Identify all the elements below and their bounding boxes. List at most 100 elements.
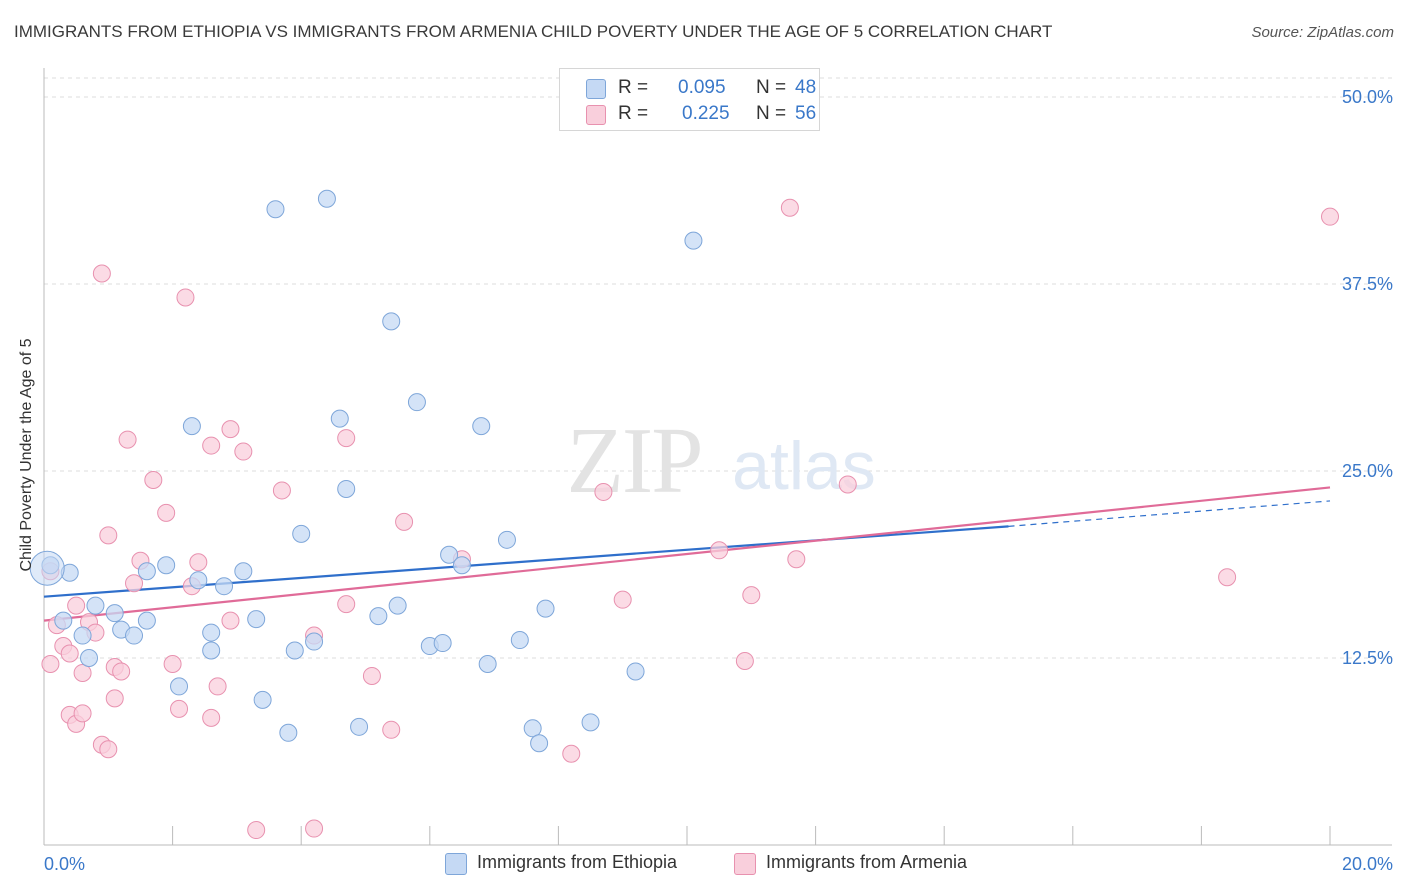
data-point-ethiopia	[279, 723, 298, 742]
watermark: ZIP atlas	[567, 409, 876, 513]
data-point-armenia	[1218, 568, 1237, 587]
data-point-armenia	[92, 264, 111, 283]
data-point-armenia	[780, 198, 799, 217]
data-point-ethiopia	[510, 631, 529, 650]
data-point-armenia	[838, 475, 857, 494]
data-point-ethiopia	[137, 611, 156, 630]
data-point-ethiopia	[369, 607, 388, 626]
data-point-ethiopia	[536, 599, 555, 618]
legend-n-label: N =	[756, 77, 787, 98]
data-point-ethiopia	[388, 596, 407, 615]
data-point-ethiopia	[581, 713, 600, 732]
data-point-armenia	[221, 611, 240, 630]
data-point-ethiopia	[285, 641, 304, 660]
data-point-armenia	[710, 541, 729, 560]
data-point-armenia	[382, 720, 401, 739]
data-point-armenia	[67, 596, 86, 615]
data-point-ethiopia	[626, 662, 645, 681]
data-point-armenia	[99, 526, 118, 545]
data-point-ethiopia	[73, 626, 92, 645]
data-point-armenia	[337, 429, 356, 448]
legend-box: R = 0.095 N = 48 R = 0.225 N = 56	[559, 68, 820, 131]
legend-n-value: 48	[795, 77, 817, 98]
data-point-armenia	[221, 420, 240, 439]
data-point-armenia	[157, 503, 176, 522]
data-point-armenia	[787, 550, 806, 569]
data-point-ethiopia	[472, 417, 491, 436]
data-point-ethiopia	[478, 654, 497, 673]
data-point-armenia	[176, 288, 195, 307]
data-point-ethiopia	[330, 409, 349, 428]
watermark-zip: ZIP	[567, 409, 702, 513]
data-point-armenia	[170, 699, 189, 718]
data-point-armenia	[735, 651, 754, 670]
data-point-ethiopia	[407, 393, 426, 412]
data-point-armenia	[99, 740, 118, 759]
trend-line-armenia	[43, 486, 1331, 622]
data-point-ethiopia	[452, 556, 471, 575]
chart-title: IMMIGRANTS FROM ETHIOPIA VS IMMIGRANTS F…	[14, 22, 1053, 41]
legend-r-label: R =	[618, 77, 649, 98]
data-point-armenia	[247, 821, 266, 840]
data-point-armenia	[208, 677, 227, 696]
axes	[43, 68, 1392, 846]
data-point-ethiopia	[105, 604, 124, 623]
data-point-armenia	[105, 689, 124, 708]
trend-line-ethiopia-extension	[1008, 500, 1331, 527]
data-point-ethiopia	[253, 690, 272, 709]
data-point-ethiopia	[440, 545, 459, 564]
source-label: Source: ZipAtlas.com	[1251, 24, 1394, 41]
data-point-armenia	[73, 663, 92, 682]
data-point-ethiopia	[317, 189, 336, 208]
y-axis-label: Child Poverty Under the Age of 5	[18, 338, 35, 572]
data-point-ethiopia	[234, 562, 253, 581]
bottom-legend-swatch-ethiopia	[445, 853, 467, 875]
data-point-armenia	[73, 704, 92, 723]
data-point-armenia	[41, 654, 60, 673]
data-point-armenia	[337, 595, 356, 614]
data-point-armenia	[202, 708, 221, 727]
legend-n-label: N =	[756, 103, 787, 124]
data-point-ethiopia	[247, 610, 266, 629]
legend-r-label: R =	[618, 103, 649, 124]
data-point-ethiopia	[305, 632, 324, 651]
data-point-ethiopia	[292, 524, 311, 543]
data-point-ethiopia	[497, 530, 516, 549]
legend-swatch-ethiopia	[586, 79, 606, 99]
data-point-ethiopia	[189, 571, 208, 590]
data-point-armenia	[613, 590, 632, 609]
legend-r-value: 0.095	[678, 77, 726, 98]
data-point-armenia	[234, 442, 253, 461]
data-point-ethiopia	[433, 634, 452, 653]
data-point-ethiopia	[80, 649, 99, 667]
legend-swatch-armenia	[586, 105, 606, 125]
data-point-armenia	[118, 430, 137, 449]
tick-labels: 12.5% 25.0% 37.5% 50.0% 0.0% 20.0%	[44, 87, 1393, 874]
data-points	[29, 189, 1339, 840]
watermark-atlas: atlas	[732, 428, 876, 504]
data-point-armenia	[125, 574, 144, 593]
data-point-ethiopia	[266, 200, 285, 219]
data-point-ethiopia	[684, 231, 703, 250]
data-point-armenia	[305, 819, 324, 838]
data-point-ethiopia	[337, 479, 356, 498]
data-point-ethiopia	[350, 717, 369, 736]
data-point-armenia	[395, 512, 414, 531]
data-point-ethiopia	[170, 677, 189, 696]
data-point-armenia	[189, 553, 208, 572]
data-point-armenia	[272, 481, 291, 500]
data-point-armenia	[362, 666, 381, 685]
data-point-ethiopia	[137, 562, 156, 581]
legend-r-value: 0.225	[682, 103, 730, 124]
data-point-ethiopia	[125, 626, 144, 645]
data-point-ethiopia-large	[29, 550, 65, 586]
data-point-ethiopia	[215, 577, 234, 596]
data-point-ethiopia	[202, 641, 221, 660]
legend-n-value: 56	[795, 103, 817, 124]
data-point-ethiopia	[157, 556, 176, 575]
data-point-ethiopia	[86, 596, 105, 615]
data-point-armenia	[742, 586, 761, 605]
data-point-armenia	[163, 654, 182, 673]
data-point-armenia	[1321, 207, 1339, 226]
